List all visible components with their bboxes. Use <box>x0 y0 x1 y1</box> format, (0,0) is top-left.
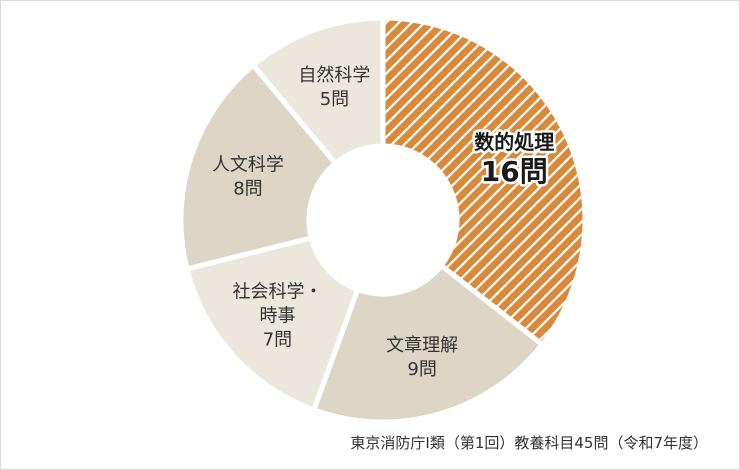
chart-caption: 東京消防庁Ⅰ類（第1回）教養科目45問（令和7年度） <box>350 434 708 452</box>
slice-label-sutekishori: 数的処理 16問 <box>474 130 554 188</box>
slice-shizen <box>249 15 386 167</box>
slice-label-bunshorikai: 文章理解 9問 <box>386 335 458 380</box>
slice-sutekishori <box>380 15 588 348</box>
slice-label-shakai-jiji: 社会科学・時事 7問 <box>232 281 322 350</box>
slice-bunshorikai <box>310 262 546 425</box>
slice-label-shizen: 自然科学 5問 <box>298 65 370 110</box>
slice-shakai-jiji <box>183 234 361 414</box>
slice-label-jinbun: 人文科学 8問 <box>212 155 284 200</box>
slice-jinbun <box>178 61 339 272</box>
